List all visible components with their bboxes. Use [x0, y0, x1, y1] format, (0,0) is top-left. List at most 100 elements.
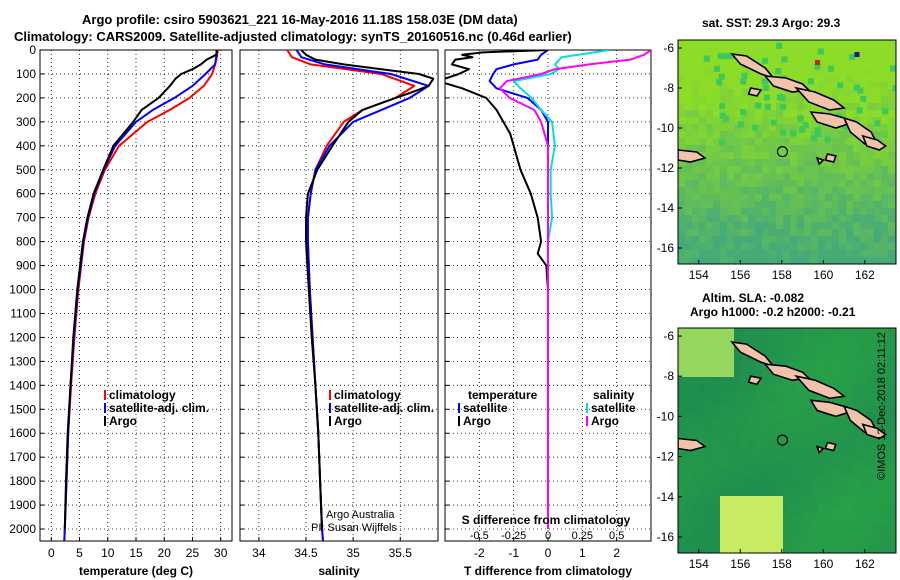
map-cell — [804, 447, 812, 455]
map-cell — [727, 124, 735, 132]
x-tick-label: 5 — [76, 546, 83, 560]
map-cell — [718, 139, 725, 146]
map-cell — [678, 82, 686, 90]
map-cell — [783, 229, 791, 237]
map-cell — [839, 447, 847, 455]
map-cell — [734, 545, 742, 553]
x-tick-label: 162 — [855, 268, 875, 282]
map-cell — [832, 454, 840, 462]
map-cell — [881, 531, 889, 539]
map-cell — [699, 117, 707, 125]
profile-panel-3: -2 -1 0 1 2T difference from climatologytemp… — [444, 49, 652, 578]
map-cell — [755, 482, 763, 490]
map-cell — [804, 524, 812, 532]
map-cell — [874, 229, 882, 237]
map-cell — [874, 152, 882, 160]
map-cell — [727, 61, 735, 69]
map-cell — [699, 426, 707, 434]
map-cell — [727, 363, 735, 371]
map-cell — [839, 412, 847, 420]
map-cell — [832, 538, 840, 546]
map-cell — [741, 384, 749, 392]
map-cell — [825, 194, 833, 202]
map-cell — [741, 82, 749, 90]
map-cell — [860, 68, 868, 76]
map-cell — [734, 363, 742, 371]
map-cell — [839, 496, 847, 504]
map-cell — [713, 222, 721, 230]
map-cell — [678, 531, 686, 539]
map-cell — [832, 475, 840, 483]
map-field — [678, 40, 896, 264]
map-cell — [874, 61, 882, 69]
map-cell — [888, 482, 896, 490]
map-cell — [846, 419, 854, 427]
map-cell — [741, 222, 749, 230]
map-cell — [762, 454, 770, 462]
map-cell — [713, 187, 721, 195]
map-cell — [839, 524, 847, 532]
map-cell — [888, 356, 896, 364]
map-cell — [846, 440, 854, 448]
map-cell — [888, 61, 896, 69]
map-cell — [692, 40, 700, 48]
map-cell — [881, 475, 889, 483]
map-cell — [790, 103, 798, 111]
map-cell — [769, 40, 777, 48]
map-cell — [678, 454, 686, 462]
map-cell — [734, 250, 742, 258]
map-cell — [790, 61, 798, 69]
map-cell — [860, 159, 868, 167]
map-cell — [853, 531, 861, 539]
map-cell — [776, 377, 784, 385]
map-cell — [678, 229, 686, 237]
map-cell — [811, 257, 819, 264]
map-cell — [762, 503, 770, 511]
map-cell — [818, 524, 826, 532]
map-cell — [741, 187, 749, 195]
map-cell — [783, 468, 791, 476]
map-cell — [867, 110, 875, 118]
legend-label: climatology — [109, 388, 176, 402]
map-cell — [839, 454, 847, 462]
map-cell — [825, 166, 833, 174]
map-cell — [874, 461, 882, 469]
map-cell — [881, 489, 889, 497]
map-cell — [846, 335, 854, 343]
map-cell — [818, 419, 826, 427]
map-cell — [706, 412, 714, 420]
map-cell — [706, 426, 714, 434]
map-cell — [720, 517, 728, 525]
map-cell — [748, 257, 756, 264]
map-cell — [685, 531, 693, 539]
map-cell — [790, 173, 798, 181]
map-cell — [734, 110, 742, 118]
map-cell — [881, 103, 889, 111]
map-cell — [720, 433, 728, 441]
map-cell — [804, 215, 812, 223]
map-cell — [713, 61, 721, 69]
map-cell — [881, 61, 889, 69]
map-cell — [867, 363, 875, 371]
map-cell — [832, 250, 840, 258]
map-cell — [699, 524, 707, 532]
map-cell — [741, 377, 749, 385]
map-cell — [825, 356, 833, 364]
y-tick-label: 1600 — [9, 426, 36, 440]
map-cell — [797, 138, 805, 146]
map-cell — [713, 419, 721, 427]
map-cell — [755, 201, 763, 209]
map-cell — [811, 356, 819, 364]
map-cell — [678, 257, 686, 264]
map-cell — [706, 96, 714, 104]
map-cell — [755, 75, 763, 83]
map-cell — [783, 215, 791, 223]
map-cell — [818, 356, 826, 364]
map-cell — [832, 363, 840, 371]
map-cell — [818, 475, 826, 483]
map-cell — [769, 54, 777, 62]
map-cell — [706, 461, 714, 469]
map-cell — [776, 257, 784, 264]
map-cell — [888, 243, 896, 251]
map-cell — [755, 102, 762, 109]
